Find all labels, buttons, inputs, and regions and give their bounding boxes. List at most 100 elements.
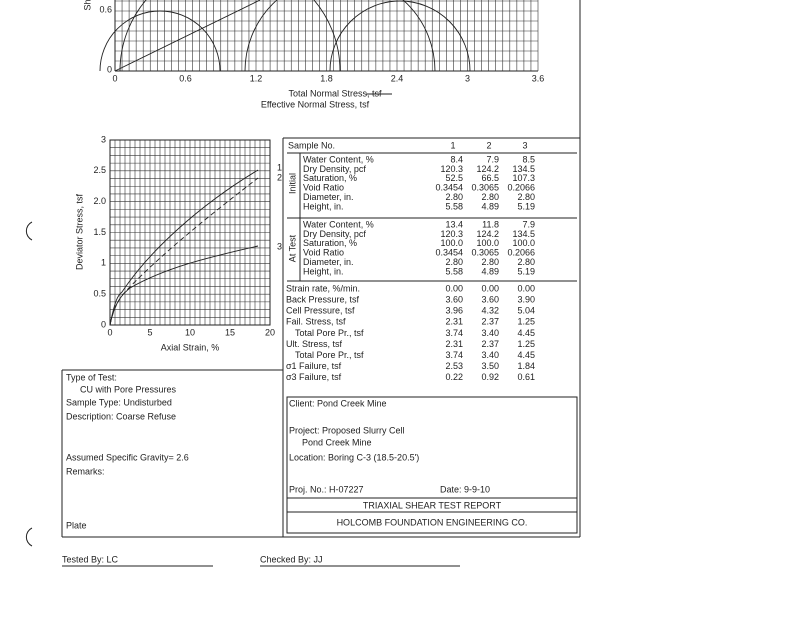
- cell-value: 11.8: [482, 219, 499, 229]
- cell-value: 2.31: [445, 317, 463, 327]
- row-label: Height, in.: [303, 201, 344, 211]
- x-tick-label: 5: [147, 327, 152, 337]
- cell-value: 66.5: [481, 173, 499, 183]
- info-text: Sample Type: Undisturbed: [66, 397, 172, 407]
- table-header: 3: [522, 140, 527, 150]
- x-axis-label: Effective Normal Stress, tsf: [261, 99, 370, 109]
- plots: [99, 0, 539, 326]
- x-tick-label: 0: [112, 73, 117, 83]
- x-tick-label: 2.4: [391, 73, 404, 83]
- cell-value: 3.90: [517, 294, 535, 304]
- table-header: Sample No.: [288, 140, 335, 150]
- cell-value: 0.22: [445, 372, 463, 382]
- cell-value: 4.32: [481, 306, 499, 316]
- cell-value: 2.37: [481, 317, 499, 327]
- cell-value: 2.80: [481, 257, 499, 267]
- info-text: CU with Pore Pressures: [80, 384, 177, 394]
- y-axis-label: Deviator Stress, tsf: [74, 193, 84, 270]
- row-label: Strain rate, %/min.: [286, 283, 360, 293]
- cell-value: 0.3065: [471, 248, 499, 258]
- location: Location: Boring C-3 (18.5-20.5'): [289, 452, 419, 462]
- info-text: Description: Coarse Refuse: [66, 411, 176, 421]
- y-tick-label: 1.5: [93, 227, 106, 237]
- y-tick-label: 1: [101, 258, 106, 268]
- report-frame: [61, 0, 581, 567]
- y-tick-label: 0.6: [99, 4, 112, 14]
- project: Project: Proposed Slurry Cell: [289, 425, 405, 435]
- row-label: Void Ratio: [303, 248, 344, 258]
- hole-punch: [25, 527, 33, 547]
- x-tick-label: 1.2: [250, 73, 263, 83]
- project: Pond Creek Mine: [302, 437, 372, 447]
- cell-value: 124.2: [476, 229, 499, 239]
- cell-value: 3.40: [481, 350, 499, 360]
- row-label: Saturation, %: [303, 173, 357, 183]
- group-label: At Test: [287, 234, 297, 262]
- cell-value: 0.61: [517, 372, 535, 382]
- x-tick-label: 10: [185, 327, 195, 337]
- cell-value: 1.25: [517, 339, 535, 349]
- cell-value: 8.4: [450, 154, 463, 164]
- cell-value: 0.92: [481, 372, 499, 382]
- x-tick-label: 15: [225, 327, 235, 337]
- y-tick-label: 2.5: [93, 165, 106, 175]
- cell-value: 107.3: [512, 173, 535, 183]
- cell-value: 4.45: [517, 350, 535, 360]
- cell-value: 124.2: [476, 164, 499, 174]
- curve: [109, 169, 259, 326]
- cell-value: 5.19: [517, 266, 535, 276]
- cell-value: 2.80: [445, 192, 463, 202]
- client: Client: Pond Creek Mine: [289, 398, 387, 408]
- plot-frame: [109, 139, 271, 326]
- cell-value: 0.2066: [507, 248, 535, 258]
- x-tick-label: 3.6: [532, 73, 545, 83]
- info-text: Remarks:: [66, 466, 105, 476]
- mohr-circle: [329, 0, 471, 72]
- mohr-circle: [119, 0, 341, 72]
- mohr-circle: [244, 0, 436, 72]
- x-tick-label: 3: [465, 73, 470, 83]
- cell-value: 3.60: [445, 294, 463, 304]
- cell-value: 52.5: [445, 173, 463, 183]
- cell-value: 4.89: [481, 266, 499, 276]
- info-text: Assumed Specific Gravity= 2.6: [66, 452, 189, 462]
- row-label: Cell Pressure, tsf: [286, 306, 355, 316]
- cell-value: 0.00: [517, 283, 535, 293]
- curve-label: 3: [277, 241, 282, 251]
- x-tick-label: 1.8: [320, 73, 333, 83]
- cell-value: 5.04: [517, 306, 535, 316]
- row-label: Back Pressure, tsf: [286, 294, 360, 304]
- row-label: Void Ratio: [303, 183, 344, 193]
- cell-value: 5.19: [517, 201, 535, 211]
- info-label: Type of Test:: [66, 372, 117, 382]
- x-axis-label: Total Normal Stress, tsf: [288, 88, 382, 98]
- cell-value: 3.60: [481, 294, 499, 304]
- curve-label: 2: [277, 172, 282, 182]
- company-name: HOLCOMB FOUNDATION ENGINEERING CO.: [337, 517, 528, 527]
- row-label: Ult. Stress, tsf: [286, 339, 343, 349]
- cell-value: 5.58: [445, 201, 463, 211]
- cell-value: 134.5: [512, 164, 535, 174]
- envelope: [114, 0, 261, 72]
- y-tick-label: 0.5: [93, 289, 106, 299]
- cell-value: 1.84: [517, 361, 535, 371]
- row-label: Total Pore Pr., tsf: [295, 350, 364, 360]
- y-tick-label: 3: [101, 134, 106, 144]
- cell-value: 100.0: [512, 238, 535, 248]
- row-label: Total Pore Pr., tsf: [295, 328, 364, 338]
- cell-value: 2.53: [445, 361, 463, 371]
- tested-by: Tested By: LC: [62, 554, 119, 564]
- row-label: σ1 Failure, tsf: [286, 361, 342, 371]
- y-axis-label: Sh: [82, 0, 92, 11]
- cell-value: 100.0: [440, 238, 463, 248]
- cell-value: 8.5: [522, 154, 535, 164]
- mohr-circle: [99, 10, 221, 72]
- x-tick-label: 0.6: [179, 73, 192, 83]
- cell-value: 120.3: [440, 229, 463, 239]
- cell-value: 3.40: [481, 328, 499, 338]
- cell-value: 100.0: [476, 238, 499, 248]
- cell-value: 13.4: [445, 219, 463, 229]
- cell-value: 2.80: [481, 192, 499, 202]
